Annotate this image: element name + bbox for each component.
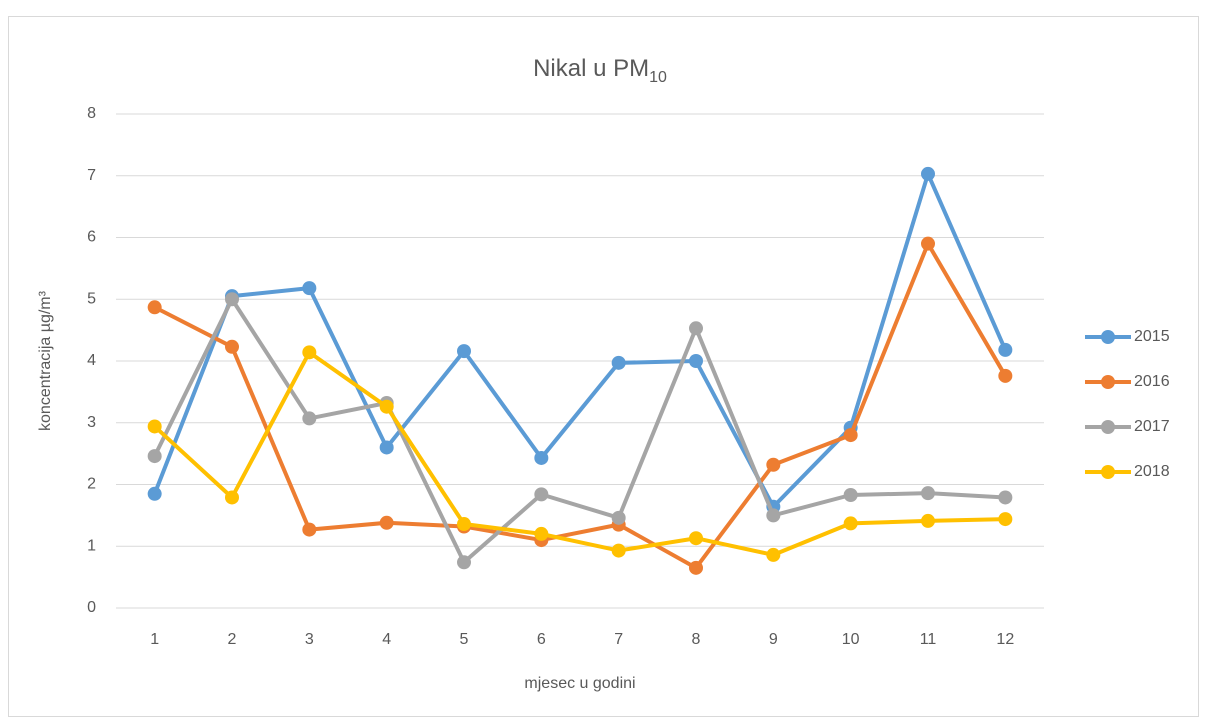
data-point xyxy=(147,300,162,315)
legend-marker xyxy=(1101,420,1115,434)
data-point xyxy=(534,526,549,541)
data-point xyxy=(921,166,935,181)
y-tick-label: 0 xyxy=(87,599,96,616)
x-tick-label: 9 xyxy=(769,631,778,648)
x-tick-label: 7 xyxy=(614,631,623,648)
y-tick-label: 8 xyxy=(87,105,96,122)
data-point xyxy=(843,487,858,502)
x-tick-label: 11 xyxy=(920,631,937,648)
data-point xyxy=(534,487,549,502)
legend-marker xyxy=(1101,375,1115,389)
legend-marker xyxy=(1101,465,1115,479)
data-point xyxy=(843,516,858,531)
data-point xyxy=(457,344,471,359)
data-point xyxy=(302,281,317,296)
data-point xyxy=(302,345,317,360)
y-tick-label: 7 xyxy=(87,167,96,184)
data-point xyxy=(611,355,626,370)
x-tick-label: 4 xyxy=(382,631,391,648)
x-tick-label: 12 xyxy=(996,631,1014,648)
data-point xyxy=(302,522,317,537)
data-point xyxy=(147,449,162,464)
legend-label: 2015 xyxy=(1134,328,1170,345)
data-point xyxy=(689,321,703,336)
x-tick-label: 10 xyxy=(842,631,860,648)
series-line xyxy=(153,241,1008,570)
chart-title: Nikal u PM10 xyxy=(533,55,667,86)
data-point xyxy=(147,419,162,434)
x-tick-label: 1 xyxy=(150,631,159,648)
y-tick-label: 2 xyxy=(87,476,96,493)
data-point xyxy=(379,440,394,455)
data-point xyxy=(379,399,394,414)
x-tick-label: 3 xyxy=(305,631,314,648)
y-tick-label: 3 xyxy=(87,414,96,431)
data-point xyxy=(379,515,394,530)
series-line xyxy=(153,350,1006,557)
x-tick-label: 6 xyxy=(537,631,546,648)
data-point xyxy=(225,490,239,505)
data-point xyxy=(998,512,1013,527)
data-point xyxy=(766,457,781,472)
x-tick-label: 5 xyxy=(460,631,469,648)
y-tick-label: 1 xyxy=(87,537,96,554)
legend-label: 2018 xyxy=(1134,463,1170,480)
legend-label: 2017 xyxy=(1134,418,1170,435)
data-point xyxy=(611,543,626,558)
data-point xyxy=(766,508,781,523)
title-subscript: 10 xyxy=(649,69,667,86)
data-point xyxy=(766,547,781,562)
title-main: Nikal u PM xyxy=(533,55,649,82)
x-tick-label: 2 xyxy=(228,631,237,648)
data-point xyxy=(998,342,1013,357)
chart-border xyxy=(8,16,1199,717)
data-point xyxy=(302,411,317,426)
data-point xyxy=(921,513,935,528)
data-point xyxy=(689,531,703,546)
x-tick-label: 8 xyxy=(692,631,701,648)
data-point xyxy=(457,555,471,570)
data-point xyxy=(611,510,626,525)
y-axis-label: koncentracija µg/m³ xyxy=(37,290,54,431)
data-point xyxy=(147,486,162,501)
y-tick-label: 5 xyxy=(87,290,96,307)
data-point xyxy=(225,292,239,307)
x-axis-label: mjesec u godini xyxy=(524,675,635,692)
data-point xyxy=(921,486,935,501)
y-tick-label: 4 xyxy=(87,352,96,369)
data-point xyxy=(689,354,703,368)
data-point xyxy=(843,428,858,443)
series-line xyxy=(152,171,1008,509)
data-point xyxy=(457,517,471,532)
y-tick-label: 6 xyxy=(87,229,96,246)
data-point xyxy=(998,490,1013,505)
series-line xyxy=(152,297,1006,565)
legend-label: 2016 xyxy=(1134,373,1170,390)
legend-marker xyxy=(1101,330,1115,344)
data-point xyxy=(689,560,703,575)
data-point xyxy=(921,236,935,251)
data-point xyxy=(998,368,1013,383)
data-point xyxy=(534,450,549,465)
data-point xyxy=(225,339,239,354)
